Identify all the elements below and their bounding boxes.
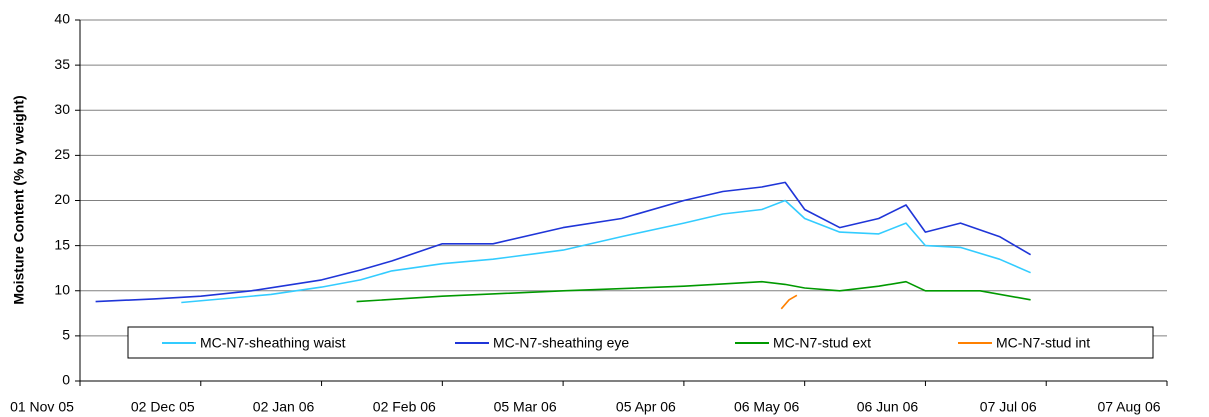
y-tick-label: 5 xyxy=(62,327,70,343)
x-tick-label: 07 Jul 06 xyxy=(980,399,1037,415)
data-line xyxy=(356,280,1031,303)
x-tick-label: 05 Apr 06 xyxy=(616,399,676,415)
legend-label: MC-N7-stud int xyxy=(996,335,1090,351)
x-tick-label: 06 May 06 xyxy=(734,399,800,415)
legend-label: MC-N7-sheathing waist xyxy=(200,335,346,351)
y-tick-label: 30 xyxy=(54,101,70,117)
x-tick-label: 02 Feb 06 xyxy=(373,399,436,415)
legend-label: MC-N7-stud ext xyxy=(773,335,871,351)
data-line xyxy=(95,181,1032,303)
x-tick-label: 02 Jan 06 xyxy=(253,399,315,415)
x-tick-label: 02 Dec 05 xyxy=(131,399,195,415)
legend-label: MC-N7-sheathing eye xyxy=(493,335,629,351)
y-tick-label: 35 xyxy=(54,56,70,72)
y-tick-label: 40 xyxy=(54,11,70,27)
x-tick-label: 01 Nov 05 xyxy=(10,399,74,415)
x-tick-label: 06 Jun 06 xyxy=(857,399,919,415)
x-tick-label: 05 Mar 06 xyxy=(494,399,557,415)
data-line xyxy=(181,199,1031,304)
y-tick-label: 25 xyxy=(54,146,70,162)
y-tick-label: 15 xyxy=(54,236,70,252)
data-line xyxy=(780,294,798,310)
y-tick-label: 20 xyxy=(54,191,70,207)
y-axis-label: Moisture Content (% by weight) xyxy=(11,95,27,304)
y-tick-label: 10 xyxy=(54,281,70,297)
x-tick-label: 07 Aug 06 xyxy=(1097,399,1160,415)
y-tick-label: 0 xyxy=(62,372,70,388)
